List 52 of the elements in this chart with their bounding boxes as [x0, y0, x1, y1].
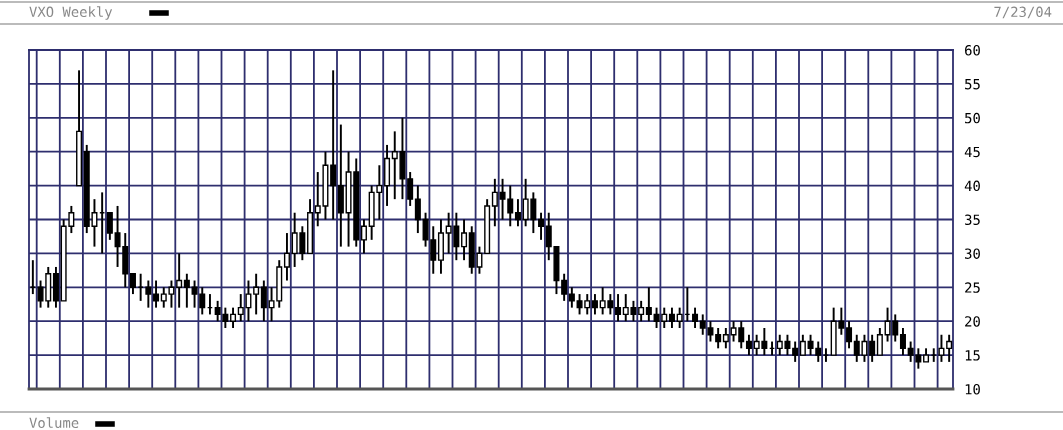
y-tick-label: 55	[965, 79, 980, 90]
candlestick	[153, 279, 160, 309]
text: 7/23/04	[994, 6, 1052, 19]
candlestick	[176, 252, 183, 309]
candlestick	[183, 272, 190, 309]
candlestick	[260, 279, 267, 323]
candlestick	[938, 333, 945, 363]
y-tick-label: 60	[965, 45, 980, 56]
candlestick	[899, 327, 906, 357]
candlestick	[568, 286, 575, 309]
y-tick-label: 35	[965, 214, 980, 226]
candlestick	[330, 69, 337, 221]
text: Volume	[29, 417, 79, 429]
candlestick	[638, 299, 645, 323]
y-tick-label: 30	[965, 248, 980, 259]
candlestick	[145, 279, 152, 309]
candlestick	[615, 293, 622, 323]
candlestick	[745, 333, 752, 357]
candlestick	[407, 171, 414, 207]
candlestick	[230, 306, 237, 329]
candlestick	[876, 327, 883, 357]
candlestick	[722, 327, 729, 350]
candlestick	[668, 306, 675, 329]
candlestick	[106, 211, 113, 241]
candlestick	[715, 327, 722, 350]
chart-title: VXO Weekly	[29, 6, 113, 20]
y-tick-label: 45	[964, 146, 980, 158]
candlestick	[869, 333, 876, 363]
candlestick	[799, 333, 806, 357]
y-tick-label: 15	[965, 350, 980, 361]
candlestick	[692, 306, 699, 329]
candlestick	[946, 333, 953, 363]
candlestick	[561, 272, 568, 302]
candlestick	[461, 218, 468, 262]
candlestick	[414, 184, 421, 235]
y-tick-label: 20	[965, 316, 980, 327]
candlestick	[360, 218, 367, 255]
candlestick	[846, 320, 853, 350]
y-tick-label: 25	[965, 282, 980, 293]
candlestick	[645, 286, 652, 323]
candlestick	[591, 293, 598, 316]
candlestick	[676, 306, 683, 329]
candlestick	[129, 272, 136, 296]
candlestick	[514, 198, 521, 228]
candlestick	[253, 272, 260, 316]
y-tick-label: 40	[964, 180, 980, 192]
candlestick	[491, 177, 498, 228]
candlestick	[283, 232, 290, 282]
y-tick-label: 10	[965, 384, 980, 395]
candlestick	[538, 211, 545, 241]
candlestick	[792, 340, 799, 363]
y-tick-label: 50	[965, 112, 980, 124]
